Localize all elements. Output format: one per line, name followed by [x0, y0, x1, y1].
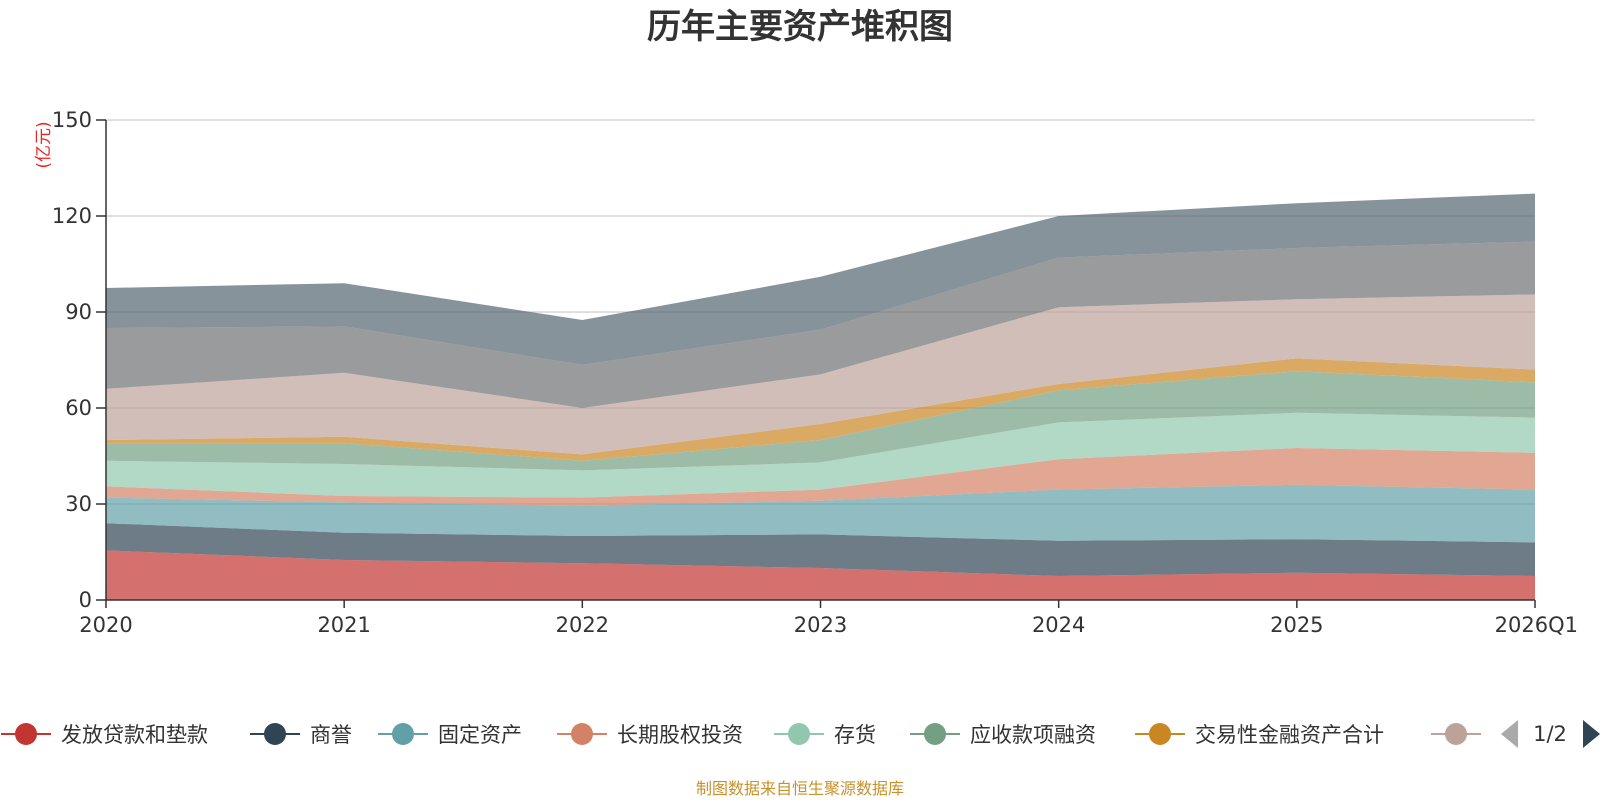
area-series-0 [106, 550, 1535, 600]
legend-marker-7[interactable] [1445, 723, 1467, 745]
legend-label-4[interactable]: 存货 [834, 723, 876, 747]
area-series-4 [106, 412, 1535, 498]
legend-marker-2[interactable] [392, 723, 414, 745]
data-source-note: 制图数据来自恒生聚源数据库 [696, 779, 904, 798]
x-tick-label-0: 2020 [79, 613, 132, 637]
legend-marker-3[interactable] [571, 723, 593, 745]
legend-marker-0[interactable] [15, 723, 37, 745]
area-series-8 [106, 241, 1535, 408]
legend: 发放贷款和垫款 商誉 固定资产 长期股权投资 存货 应收款项融资 交易性金融资产合计 [1, 723, 1481, 747]
x-tick-label-3: 2023 [794, 613, 847, 637]
area-series-3 [106, 448, 1535, 506]
y-axis-label: (亿元) [34, 121, 54, 168]
y-tick-label-5: 150 [52, 108, 92, 132]
area-series-1 [106, 523, 1535, 576]
legend-label-1[interactable]: 商誉 [310, 723, 352, 747]
legend-pager: 1/2 [1501, 720, 1600, 748]
y-tick-label-3: 90 [65, 300, 92, 324]
x-tick-label-1: 2021 [317, 613, 370, 637]
y-tick-label-1: 30 [65, 492, 92, 516]
legend-marker-6[interactable] [1149, 723, 1171, 745]
y-tick-label-4: 120 [52, 204, 92, 228]
triangle-right-icon[interactable] [1583, 720, 1600, 748]
legend-label-6[interactable]: 交易性金融资产合计 [1195, 723, 1384, 747]
y-tick-label-0: 0 [79, 588, 92, 612]
legend-page-indicator: 1/2 [1533, 722, 1567, 746]
legend-label-0[interactable]: 发放贷款和垫款 [61, 723, 208, 747]
x-tick-label-5: 2025 [1270, 613, 1323, 637]
x-ticks: 2020 2021 2022 2023 2024 2025 2026Q1 [79, 600, 1578, 637]
chart-title: 历年主要资产堆积图 [647, 7, 953, 47]
area-series-5 [106, 371, 1535, 471]
area-series-2 [106, 484, 1535, 543]
area-series-6 [106, 358, 1535, 461]
y-tick-label-2: 60 [65, 396, 92, 420]
triangle-left-icon[interactable] [1501, 720, 1518, 748]
x-tick-label-4: 2024 [1032, 613, 1085, 637]
y-ticks: 0 30 60 90 120 150 [52, 108, 106, 612]
legend-marker-1[interactable] [264, 723, 286, 745]
legend-marker-4[interactable] [788, 723, 810, 745]
area-series-9 [106, 193, 1535, 365]
legend-label-2[interactable]: 固定资产 [438, 723, 522, 747]
x-tick-label-6: 2026Q1 [1495, 613, 1578, 637]
area-series [106, 193, 1535, 600]
legend-label-3[interactable]: 长期股权投资 [617, 723, 743, 747]
legend-label-5[interactable]: 应收款项融资 [970, 723, 1096, 747]
legend-marker-5[interactable] [924, 723, 946, 745]
x-tick-label-2: 2022 [556, 613, 609, 637]
